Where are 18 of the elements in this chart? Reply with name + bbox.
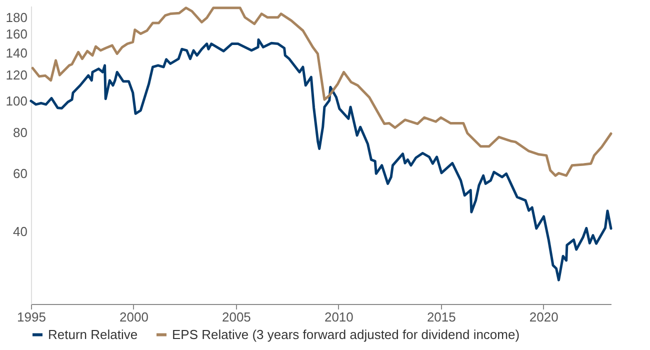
y-tick-label: 120 — [6, 68, 28, 83]
legend-label: Return Relative — [48, 326, 138, 342]
x-tick-label: 1995 — [17, 310, 46, 324]
line-series — [30, 38, 612, 282]
y-tick-label: 180 — [6, 10, 28, 25]
line-series — [31, 6, 612, 177]
y-tick-label: 100 — [6, 93, 28, 108]
y-tick-label: 140 — [6, 46, 28, 61]
x-tick-label: 2005 — [222, 310, 251, 324]
x-tick-label: 2010 — [324, 310, 354, 324]
y-tick-label: 80 — [13, 125, 28, 140]
y-tick-label: 160 — [6, 26, 28, 42]
x-tick-label: 2020 — [529, 310, 558, 324]
legend-label: EPS Relative (3 years forward adjusted for dividend income) — [172, 326, 520, 342]
x-tick-label: 2015 — [426, 310, 456, 324]
y-tick-label: 60 — [13, 166, 28, 182]
y-tick-label: 40 — [13, 224, 28, 239]
x-tick-label: 2000 — [120, 310, 148, 324]
